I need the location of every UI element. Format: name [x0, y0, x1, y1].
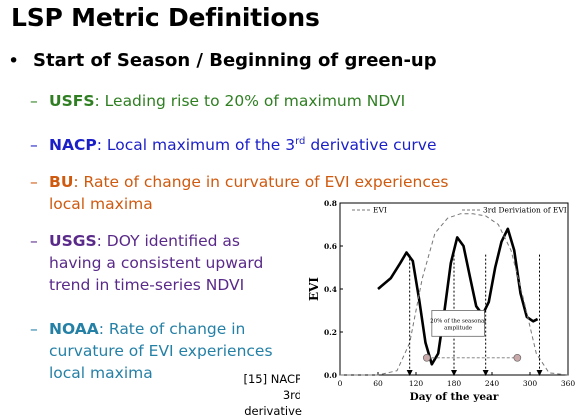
plot-frame [339, 202, 569, 376]
amplitude-marker [513, 353, 522, 362]
series-line-third-derivative [340, 213, 569, 376]
nacp-superscript: rd [295, 136, 306, 147]
y-tick-label: 0.8 [324, 199, 337, 208]
evi-chart: 0 60 120 180 240 300 360 0.0 0.2 0.4 0.6 0.8 Day of … [300, 195, 583, 410]
dash: – [30, 232, 38, 250]
footnote-line1: [15] NACP 3rd [243, 372, 303, 402]
dash: – [30, 320, 38, 338]
legend-label-evi: EVI [373, 206, 387, 215]
y-axis-label: EVI [307, 277, 321, 301]
item-noaa: – NOAA: Rate of change in curvature of EV… [30, 318, 273, 384]
annotation-text: 20% of the seasonal [430, 318, 486, 324]
dash: – [30, 92, 38, 110]
dash: – [30, 173, 38, 191]
usfs-acronym: USFS [49, 92, 95, 110]
bu-text: : Rate of change in curvature of EVI exp… [73, 173, 449, 191]
nacp-text-pre: : Local maximum of the 3 [96, 136, 296, 155]
dash: – [30, 136, 38, 155]
x-tick-label: 120 [409, 379, 424, 388]
amplitude-marker [422, 353, 431, 362]
item-usfs: – USFS: Leading rise to 20% of maximum ND… [30, 90, 405, 112]
x-tick-label: 360 [561, 379, 576, 388]
item-nacp: – NACP: Local maximum of the 3rd derivati… [30, 131, 437, 156]
y-tick-label: 0.0 [324, 371, 337, 380]
nacp-acronym: NACP [49, 136, 97, 155]
annotation-box [431, 310, 485, 337]
y-tick-label: 0.2 [324, 328, 337, 337]
x-tick-label: 60 [373, 379, 383, 388]
noaa-text-line3: local maxima [49, 364, 153, 382]
usgs-text-line2: having a consistent upward [49, 254, 264, 272]
usgs-acronym: USGS [49, 232, 97, 250]
usgs-text: : DOY identified as [96, 232, 241, 250]
evi-chart-svg: 0 60 120 180 240 300 360 0.0 0.2 0.4 0.6 0.8 Day of … [307, 199, 576, 403]
item-usgs: – USGS: DOY identified as having a consis… [30, 230, 263, 296]
bullet-dot: • [8, 50, 20, 72]
slide-title: LSP Metric Definitions [11, 3, 320, 32]
x-tick-label: 300 [523, 379, 538, 388]
bu-text-line2: local maxima [49, 195, 153, 213]
footnote: [15] NACP 3rd derivative [222, 371, 303, 419]
legend-label-third-derivative: 3rd Deriviation of EVI [483, 206, 567, 215]
footnote-line2: derivative [244, 404, 302, 418]
noaa-acronym: NOAA [49, 320, 99, 338]
item-bu: – BU: Rate of change in curvature of EVI … [30, 171, 448, 215]
nacp-text-post: derivative curve [305, 136, 437, 155]
bu-acronym: BU [49, 173, 74, 191]
y-tick-label: 0.4 [324, 285, 337, 294]
noaa-text-line2: curvature of EVI experiences [49, 342, 273, 360]
x-axis-label: Day of the year [410, 391, 499, 403]
y-tick-label: 0.6 [324, 242, 337, 251]
noaa-text: : Rate of change in [98, 320, 246, 338]
x-tick-label: 0 [338, 379, 343, 388]
annotation-text: amplitude [444, 325, 472, 331]
x-tick-label: 180 [447, 379, 462, 388]
series-line-evi [377, 227, 539, 366]
x-tick-label: 240 [485, 379, 500, 388]
usgs-text-line3: trend in time-series NDVI [49, 276, 245, 294]
usfs-text: : Leading rise to 20% of maximum NDVI [94, 92, 406, 110]
main-bullet: Start of Season / Beginning of green-up [33, 50, 437, 71]
